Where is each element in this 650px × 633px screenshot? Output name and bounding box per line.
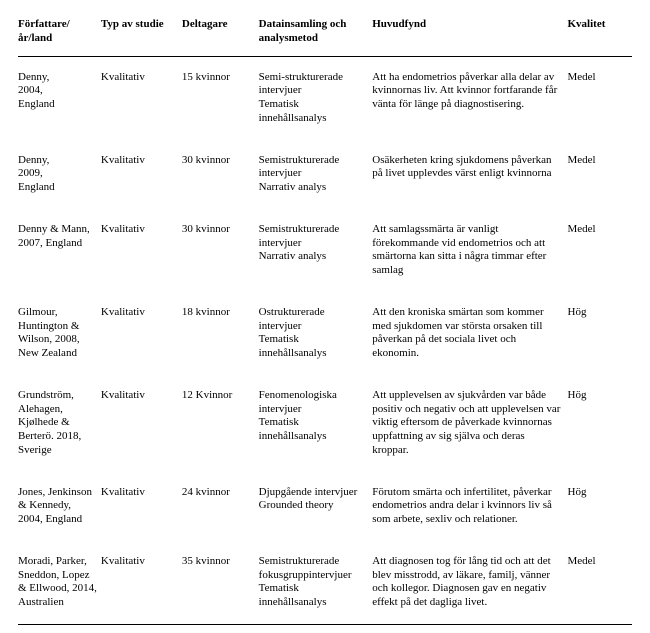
cell-author: Gilmour, Huntington & Wilson, 2008, New … — [18, 292, 101, 375]
cell-findings: Att upplevelsen av sjukvården var både p… — [372, 375, 567, 472]
table-row: Denny & Mann, 2007, EnglandKvalitativ30 … — [18, 209, 632, 292]
cell-findings: Förutom smärta och infertilitet, påverka… — [372, 472, 567, 541]
cell-findings: Osäkerheten kring sjukdomens påverkan på… — [372, 140, 567, 209]
cell-author: Denny,2009,England — [18, 140, 101, 209]
cell-author: Denny,2004,England — [18, 56, 101, 140]
cell-quality: Medel — [568, 541, 633, 625]
cell-method: Semistrukturerade intervjuerNarrativ ana… — [259, 209, 373, 292]
col-header-findings: Huvudfynd — [372, 18, 567, 56]
cell-method: Fenomenologiska intervjuerTematisk inneh… — [259, 375, 373, 472]
table-header-row: Författare/år/land Typ av studie Deltaga… — [18, 18, 632, 56]
cell-method: Semistrukturerade fokusgruppintervjuerTe… — [259, 541, 373, 625]
cell-type: Kvalitativ — [101, 292, 182, 375]
cell-findings: Att ha endometrios påverkar alla delar a… — [372, 56, 567, 140]
cell-participants: 18 kvinnor — [182, 292, 259, 375]
cell-type: Kvalitativ — [101, 375, 182, 472]
cell-author: Moradi, Parker, Sneddon, Lopez & Ellwood… — [18, 541, 101, 625]
cell-participants: 30 kvinnor — [182, 209, 259, 292]
cell-participants: 35 kvinnor — [182, 541, 259, 625]
cell-type: Kvalitativ — [101, 541, 182, 625]
cell-quality: Medel — [568, 209, 633, 292]
cell-type: Kvalitativ — [101, 140, 182, 209]
cell-quality: Hög — [568, 472, 633, 541]
col-header-participants: Deltagare — [182, 18, 259, 56]
cell-author: Jones, Jenkinson & Kennedy, 2004, Englan… — [18, 472, 101, 541]
cell-method: Ostrukturerade intervjuerTematisk innehå… — [259, 292, 373, 375]
cell-findings: Att diagnosen tog för lång tid och att d… — [372, 541, 567, 625]
table-row: Denny,2004,EnglandKvalitativ15 kvinnorSe… — [18, 56, 632, 140]
table-row: Denny,2009,EnglandKvalitativ30 kvinnorSe… — [18, 140, 632, 209]
col-header-method: Datainsamling och analysmetod — [259, 18, 373, 56]
cell-type: Kvalitativ — [101, 472, 182, 541]
cell-participants: 30 kvinnor — [182, 140, 259, 209]
col-header-author: Författare/år/land — [18, 18, 101, 56]
table-row: Jones, Jenkinson & Kennedy, 2004, Englan… — [18, 472, 632, 541]
cell-author: Grundström, Alehagen, Kjølhede & Berterö… — [18, 375, 101, 472]
cell-quality: Hög — [568, 375, 633, 472]
studies-table: Författare/år/land Typ av studie Deltaga… — [18, 18, 632, 625]
table-row: Moradi, Parker, Sneddon, Lopez & Ellwood… — [18, 541, 632, 625]
cell-quality: Medel — [568, 56, 633, 140]
cell-participants: 12 Kvinnor — [182, 375, 259, 472]
col-header-quality: Kvalitet — [568, 18, 633, 56]
table-row: Grundström, Alehagen, Kjølhede & Berterö… — [18, 375, 632, 472]
cell-author: Denny & Mann, 2007, England — [18, 209, 101, 292]
cell-findings: Att den kroniska smärtan som kommer med … — [372, 292, 567, 375]
cell-type: Kvalitativ — [101, 209, 182, 292]
cell-quality: Medel — [568, 140, 633, 209]
cell-findings: Att samlagssmärta är vanligt förekommand… — [372, 209, 567, 292]
cell-quality: Hög — [568, 292, 633, 375]
cell-method: Semi-strukturerade intervjuerTematisk in… — [259, 56, 373, 140]
cell-method: Djupgående intervjuerGrounded theory — [259, 472, 373, 541]
cell-method: Semistrukturerade intervjuerNarrativ ana… — [259, 140, 373, 209]
table-body: Denny,2004,EnglandKvalitativ15 kvinnorSe… — [18, 56, 632, 624]
table-row: Gilmour, Huntington & Wilson, 2008, New … — [18, 292, 632, 375]
cell-participants: 24 kvinnor — [182, 472, 259, 541]
col-header-type: Typ av studie — [101, 18, 182, 56]
cell-type: Kvalitativ — [101, 56, 182, 140]
cell-participants: 15 kvinnor — [182, 56, 259, 140]
